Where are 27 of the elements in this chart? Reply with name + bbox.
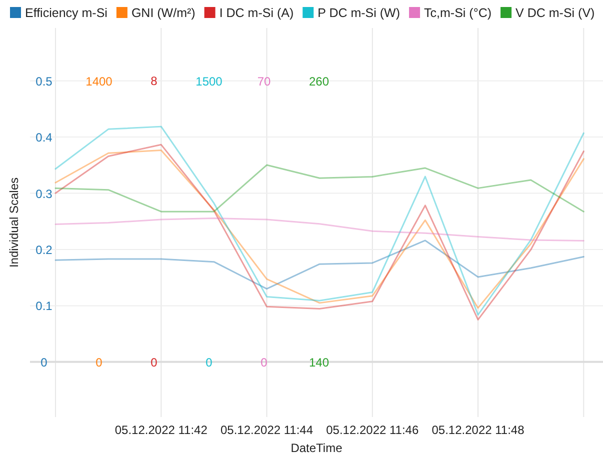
legend-label: GNI (W/m²) xyxy=(131,6,196,20)
y-tick-label: 0.1 xyxy=(36,299,53,314)
legend-label: Efficiency m-Si xyxy=(25,6,108,20)
y3-tick-label: 140 xyxy=(308,355,330,370)
y-tick-label: 0 xyxy=(40,355,48,370)
x-axis-title: DateTime xyxy=(290,441,343,455)
y3-tick-label: 0 xyxy=(150,355,158,370)
y2-tick-label: 0 xyxy=(260,356,268,370)
y-tick-label: 1500 xyxy=(196,74,223,88)
legend-label: Tc,m-Si (°C) xyxy=(424,6,492,20)
y2-tick-label: 70 xyxy=(257,74,271,88)
y-tick-label: 0.4 xyxy=(36,130,53,145)
x-tick-label: 05.12.2022 11:42 xyxy=(114,423,208,437)
y-tick-label: 0.3 xyxy=(36,186,53,201)
x-tick-label: 05.12.2022 11:46 xyxy=(326,423,419,437)
y2-tick-label: 0 xyxy=(96,355,103,370)
y3-tick-label: 260 xyxy=(308,74,330,88)
y3-tick-label: 8 xyxy=(150,74,158,88)
y-tick-label: 0.5 xyxy=(36,74,53,88)
x-tick-label: 05.12.2022 11:48 xyxy=(432,423,525,437)
y-axis-title: Individual Scales xyxy=(7,177,21,268)
legend-label: P DC m-Si (W) xyxy=(318,6,400,20)
legend-label: V DC m-Si (V) xyxy=(516,6,595,20)
legend-label: I DC m-Si (A) xyxy=(219,6,294,20)
y-tick-label: 0.2 xyxy=(36,242,53,257)
x-tick-label: 05.12.2022 11:44 xyxy=(220,423,314,437)
y2-tick-label: 1400 xyxy=(86,74,113,88)
